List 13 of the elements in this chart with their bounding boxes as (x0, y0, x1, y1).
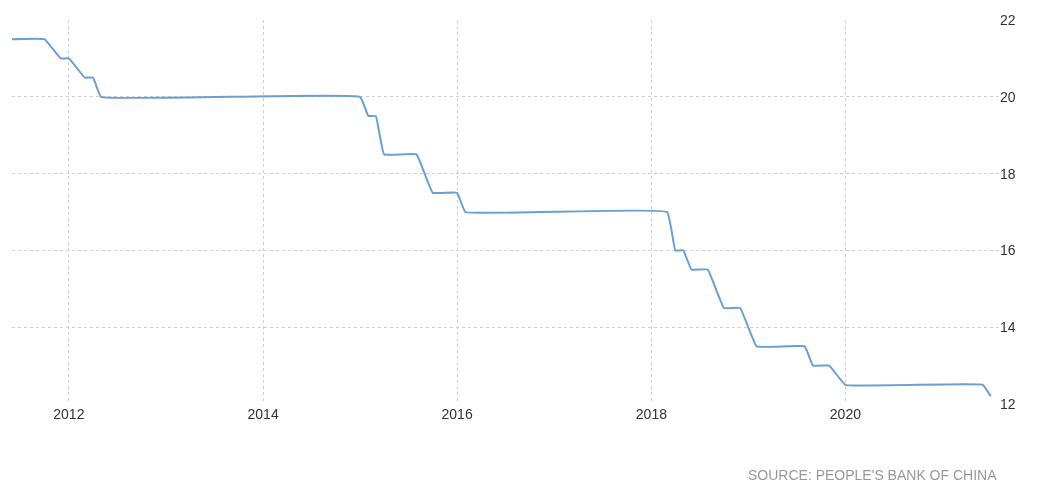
x-tick-label: 2012 (53, 406, 85, 422)
line-series (12, 37, 992, 398)
y-tick-label: 20 (1000, 88, 1016, 105)
source-note: SOURCE: PEOPLE'S BANK OF CHINA (748, 467, 998, 483)
y-tick-label: 18 (1000, 165, 1016, 182)
y-tick-label: 16 (1000, 242, 1016, 259)
y-tick-label: 22 (1000, 11, 1016, 28)
x-tick-label: 2018 (635, 406, 668, 422)
x-tick-label: 2014 (247, 406, 279, 422)
x-tick-label: 2016 (441, 406, 473, 422)
y-tick-label: 14 (1000, 319, 1016, 336)
y-tick-label: 12 (1000, 395, 1016, 412)
x-tick-label: 2020 (829, 406, 862, 422)
